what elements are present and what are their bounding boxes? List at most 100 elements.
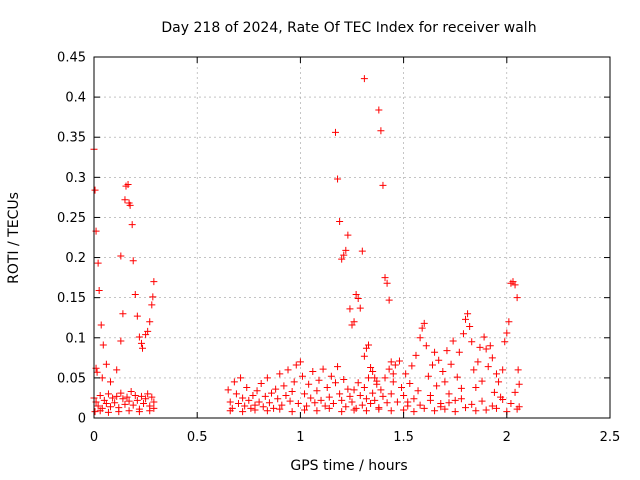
data-point <box>462 404 470 412</box>
data-point <box>365 341 373 349</box>
data-point <box>296 358 304 366</box>
data-point <box>334 175 342 183</box>
x-tick-label: 2.5 <box>600 430 621 445</box>
data-point <box>400 392 408 400</box>
data-point <box>393 398 401 406</box>
data-point <box>239 394 247 402</box>
data-point <box>480 333 488 341</box>
data-point <box>121 400 129 408</box>
data-point <box>263 407 271 415</box>
data-point <box>290 378 298 386</box>
data-point <box>303 402 311 410</box>
data-point <box>255 398 263 406</box>
data-point <box>137 339 145 347</box>
data-point <box>360 75 368 83</box>
data-point <box>439 367 447 375</box>
data-point <box>418 324 426 332</box>
data-point <box>278 401 286 409</box>
data-point <box>94 402 102 410</box>
data-point <box>367 400 375 408</box>
data-point <box>342 246 350 254</box>
data-point <box>127 388 135 396</box>
data-point <box>459 330 467 338</box>
data-point <box>224 386 232 394</box>
data-point <box>276 370 284 378</box>
data-point <box>398 384 406 392</box>
data-point <box>340 251 348 259</box>
data-point <box>113 366 121 374</box>
data-point <box>144 327 152 335</box>
data-point <box>387 358 395 366</box>
data-point <box>424 372 432 380</box>
y-tick-label: 0.45 <box>57 51 86 66</box>
data-point <box>315 376 323 384</box>
y-tick-label: 0.1 <box>65 331 86 346</box>
data-point <box>499 366 507 374</box>
data-point <box>274 395 282 403</box>
data-point <box>346 392 354 400</box>
data-point <box>354 294 362 302</box>
data-point <box>321 402 329 410</box>
data-point <box>119 395 127 403</box>
data-point <box>488 354 496 362</box>
data-point <box>150 398 158 406</box>
data-point <box>437 403 445 411</box>
data-point <box>115 408 123 416</box>
data-point <box>443 347 451 355</box>
data-point <box>129 257 137 265</box>
data-point <box>142 395 150 403</box>
data-point <box>365 374 373 382</box>
data-point <box>373 380 381 388</box>
data-point <box>131 290 139 298</box>
data-point <box>344 385 352 393</box>
data-point <box>455 348 463 356</box>
data-points <box>90 75 523 416</box>
data-point <box>453 373 461 381</box>
data-point <box>301 390 309 398</box>
data-point <box>102 400 110 408</box>
data-point <box>305 380 313 388</box>
data-point <box>140 400 148 408</box>
data-point <box>441 378 449 386</box>
data-point <box>307 394 315 402</box>
data-point <box>385 365 393 373</box>
data-point <box>117 337 125 345</box>
data-point <box>433 382 441 390</box>
data-point <box>263 374 271 382</box>
data-point <box>511 281 519 289</box>
data-point <box>133 312 141 320</box>
data-point <box>505 318 513 326</box>
data-point <box>445 399 453 407</box>
x-axis-label: GPS time / hours <box>290 458 407 474</box>
data-point <box>482 406 490 414</box>
y-tick-label: 0.25 <box>57 211 86 226</box>
data-point <box>501 338 509 346</box>
data-point <box>369 389 377 397</box>
data-point <box>383 279 391 287</box>
data-point <box>301 406 309 414</box>
data-point <box>117 252 125 260</box>
data-point <box>91 186 99 194</box>
data-point <box>107 403 115 411</box>
data-point <box>410 408 418 416</box>
data-point <box>404 398 412 406</box>
data-point <box>126 201 134 209</box>
data-point <box>249 392 257 400</box>
data-point <box>148 393 156 401</box>
data-point <box>311 399 319 407</box>
data-point <box>257 380 265 388</box>
data-point <box>346 305 354 313</box>
data-point <box>356 392 364 400</box>
data-point <box>420 404 428 412</box>
data-point <box>247 404 255 412</box>
data-point <box>515 403 523 411</box>
data-point <box>313 387 321 395</box>
data-point <box>253 387 261 395</box>
data-point <box>325 404 333 412</box>
data-point <box>356 304 364 312</box>
data-point <box>268 389 276 397</box>
data-point <box>292 361 300 369</box>
data-point <box>340 375 348 383</box>
data-point <box>478 397 486 405</box>
data-point <box>241 402 249 410</box>
